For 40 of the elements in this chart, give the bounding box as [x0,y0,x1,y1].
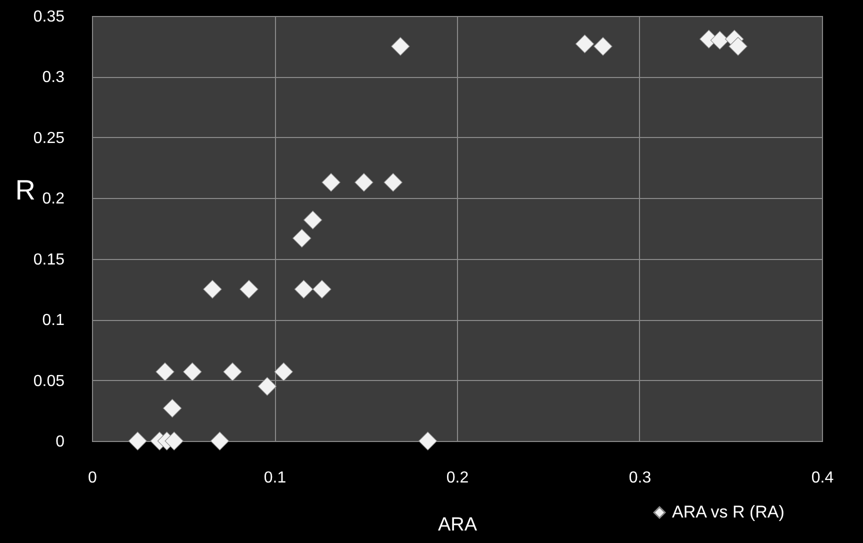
point [575,34,594,54]
x-tick-label: 0.4 [811,470,834,486]
point [164,432,184,450]
point [418,432,438,450]
x-axis-title: ARA [438,514,478,536]
y-tick-label: 0.2 [42,190,65,208]
y-tick-label: 0.15 [33,251,65,268]
x-tick-label: 0.2 [446,470,469,486]
y-tick-label: 0.3 [42,69,65,86]
point [294,280,314,299]
x-tick-label: 0.1 [264,470,286,486]
y-tick-label: 0 [56,434,65,450]
point [240,280,258,299]
legend-label: ARA vs R (RA) [672,502,784,522]
point [128,432,148,450]
point [312,280,332,299]
point [354,172,374,192]
y-tick-label: 0.1 [42,312,65,330]
y-tick-label: 0.35 [33,8,65,26]
point [203,280,222,299]
point [728,36,748,56]
point [391,36,410,56]
point [594,36,612,56]
point [162,398,182,418]
point [303,210,322,230]
x-tick-label: 0 [88,470,98,486]
point [322,172,340,192]
x-tick-label: 0.3 [628,470,652,486]
y-tick-label: 0.25 [33,130,65,147]
point [258,376,277,396]
point [182,362,202,382]
y-tick-label: 0.05 [33,372,65,390]
point [274,362,294,382]
point [223,362,242,382]
point [156,362,174,382]
point [710,30,730,50]
point [384,172,403,192]
y-axis-title: R [15,174,36,206]
point [210,432,230,450]
point [292,228,312,248]
